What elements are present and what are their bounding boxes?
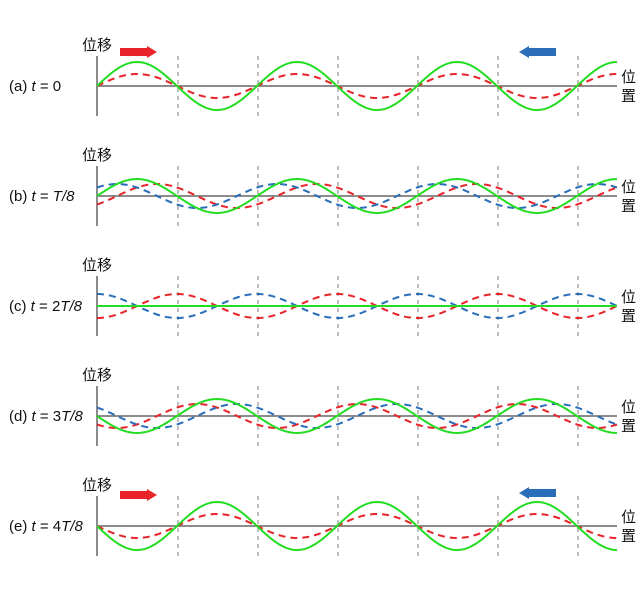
- time-label: (d) t = 3T/8: [9, 408, 83, 425]
- standing-wave: [96, 398, 618, 434]
- left-direction-arrow: [519, 46, 556, 58]
- displacement-label: 位移: [82, 476, 112, 494]
- time-label: (c) t = 2T/8: [9, 298, 83, 315]
- time-label: (b) t = T/8: [9, 188, 75, 205]
- vertical-gridlines: [177, 166, 579, 226]
- vertical-gridlines: [177, 496, 579, 556]
- right-direction-arrow: [120, 489, 157, 501]
- vertical-gridlines: [177, 56, 579, 116]
- panel-d: 位移 位 置 (d) t = 3T/8: [9, 366, 636, 446]
- displacement-label: 位移: [82, 366, 112, 384]
- panel-e: 位移 位 置 (e) t = 4T/8: [9, 476, 636, 556]
- position-label-top: 位: [621, 398, 636, 416]
- panel-a: 位移 位 置 (a) t = 0: [9, 36, 636, 116]
- panel-c: 位移 位 置 (c) t = 2T/8: [9, 256, 636, 336]
- vertical-gridlines: [177, 276, 579, 336]
- position-label-bottom: 置: [621, 197, 636, 215]
- right-traveling-wave: [96, 512, 618, 540]
- time-label: (e) t = 4T/8: [9, 518, 83, 535]
- position-label-top: 位: [621, 68, 636, 86]
- left-traveling-wave: [96, 292, 618, 320]
- position-label-bottom: 置: [621, 527, 636, 545]
- standing-wave: [96, 500, 618, 552]
- right-traveling-wave: [96, 72, 618, 100]
- right-traveling-wave: [96, 182, 618, 210]
- right-direction-arrow: [120, 46, 157, 58]
- displacement-label: 位移: [82, 146, 112, 164]
- position-label-bottom: 置: [621, 417, 636, 435]
- right-traveling-wave: [96, 292, 618, 320]
- vertical-gridlines: [177, 386, 579, 446]
- position-label-top: 位: [621, 288, 636, 306]
- standing-wave: [96, 60, 618, 112]
- displacement-label: 位移: [82, 36, 112, 54]
- displacement-label: 位移: [82, 256, 112, 274]
- panel-b: 位移 位 置 (b) t = T/8: [9, 146, 636, 226]
- position-label-bottom: 置: [621, 87, 636, 105]
- position-label-bottom: 置: [621, 307, 636, 325]
- time-label: (a) t = 0: [9, 78, 61, 95]
- position-label-top: 位: [621, 178, 636, 196]
- left-traveling-wave: [96, 402, 618, 430]
- standing-wave: [96, 178, 618, 214]
- position-label-top: 位: [621, 508, 636, 526]
- left-direction-arrow: [519, 487, 556, 499]
